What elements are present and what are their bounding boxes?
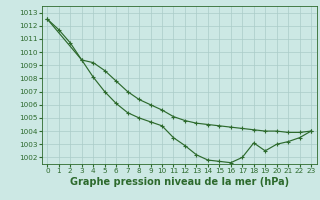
X-axis label: Graphe pression niveau de la mer (hPa): Graphe pression niveau de la mer (hPa)	[70, 177, 289, 187]
